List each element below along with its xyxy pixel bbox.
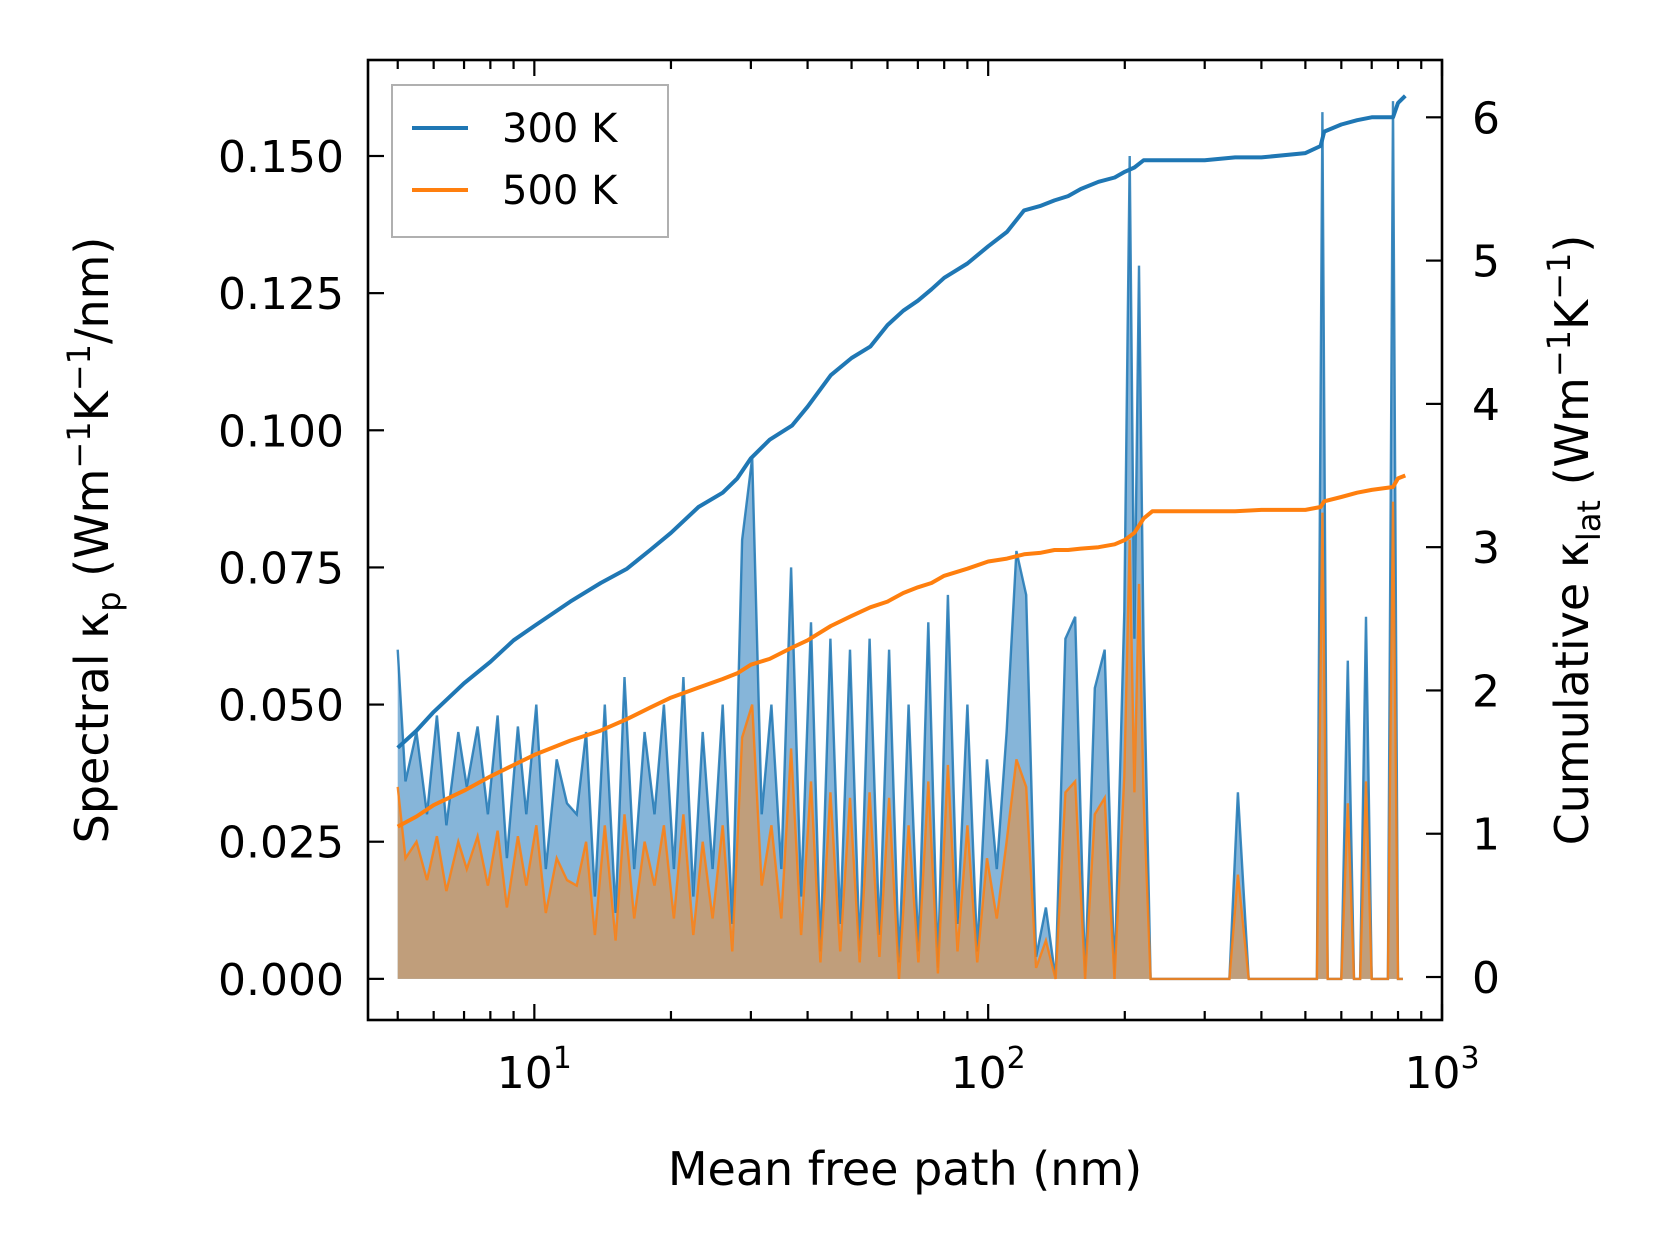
y-left-tick-label: 0.000 — [218, 955, 344, 1006]
spectral-line-300k — [396, 101, 1403, 981]
y-right-tick-label: 5 — [1472, 237, 1500, 288]
spectral-area-500k — [397, 501, 1403, 979]
x-tick-label: 103 — [1404, 1041, 1479, 1099]
legend-box — [391, 84, 669, 238]
cumulative-line-500k — [396, 473, 1407, 829]
y-left-tick-label: 0.025 — [218, 818, 344, 869]
y-right-tick-label: 0 — [1472, 953, 1500, 1004]
x-tick-label: 102 — [951, 1041, 1026, 1099]
y-left-tick-label: 0.050 — [218, 681, 344, 732]
spectral-series-layer — [396, 101, 1403, 981]
x-tick-label: 101 — [497, 1041, 572, 1099]
y-left-axis-title: Spectral κp (Wm−1K−1/nm) — [60, 237, 128, 844]
y-left-tick-label: 0.075 — [218, 543, 344, 594]
cumulative-line-300k — [396, 94, 1407, 750]
y-right-tick-label: 3 — [1472, 523, 1500, 574]
y-right-tick-label: 4 — [1472, 380, 1500, 431]
plot-frame — [366, 58, 1444, 1022]
y-left-tick-label: 0.100 — [218, 406, 344, 457]
y-right-tick-label: 1 — [1472, 810, 1500, 861]
y-left-tick-label: 0.125 — [218, 269, 344, 320]
axes: 0.000 0.025 0.050 0.075 0.100 0.125 0.150 0 1 2 3 4… — [60, 58, 1608, 1196]
legend-label: 300 K — [502, 106, 619, 152]
legend: 300 K 500 K — [391, 84, 669, 238]
spectral-line-500k — [396, 501, 1403, 981]
y-right-tick-label: 6 — [1472, 93, 1500, 144]
legend-label: 500 K — [502, 168, 619, 214]
y-left-tick-label: 0.150 — [218, 132, 344, 183]
cumulative-series-layer — [396, 94, 1407, 829]
x-axis-title: Mean free path (nm) — [668, 1142, 1142, 1196]
y-right-axis-title: Cumulative κlat (Wm−1K−1) — [1540, 235, 1608, 846]
y-right-tick-label: 2 — [1472, 666, 1500, 717]
